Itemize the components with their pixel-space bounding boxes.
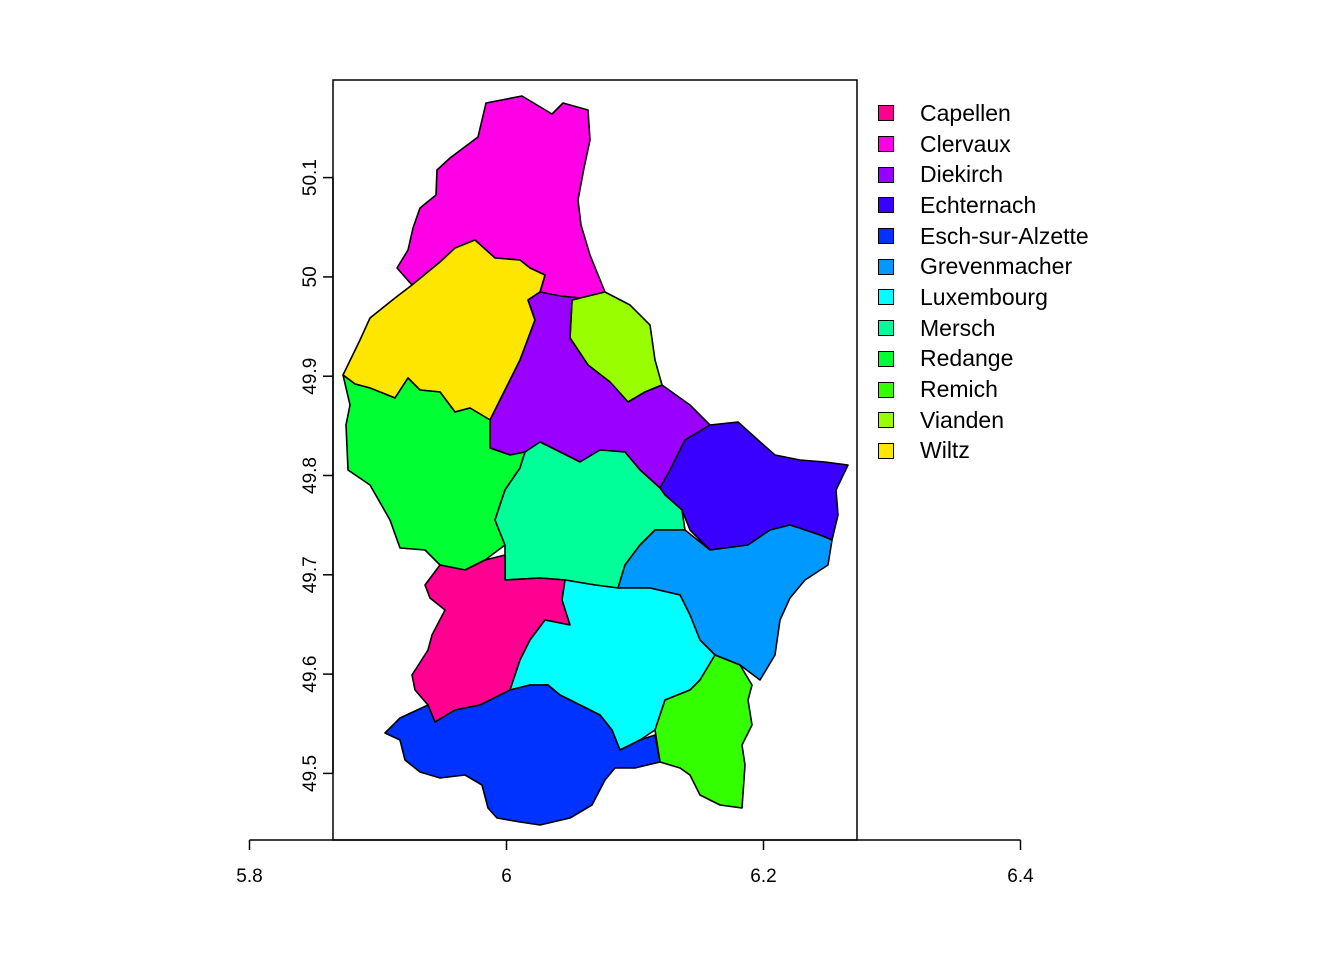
- legend-label: Redange: [920, 345, 1014, 372]
- region-esch[interactable]: [384, 684, 661, 826]
- legend: Capellen Clervaux Diekirch Echternach Esch-s…: [878, 98, 1178, 466]
- legend-label: Clervaux: [920, 130, 1011, 157]
- legend-label: Grevenmacher: [920, 253, 1073, 280]
- legend-swatch: [878, 350, 894, 367]
- y-tick-label: 49.9: [300, 358, 321, 395]
- legend-swatch: [878, 228, 894, 245]
- legend-swatch: [878, 289, 894, 306]
- x-tick-label: 5.8: [236, 866, 262, 887]
- x-axis: 5.8 6 6.2 6.4: [236, 839, 1034, 887]
- legend-item: Clervaux: [878, 129, 1178, 160]
- x-tick-label: 6.4: [1007, 866, 1034, 887]
- regions: [342, 95, 849, 826]
- legend-swatch: [878, 197, 894, 214]
- legend-item: Echternach: [878, 190, 1178, 221]
- x-tick-label: 6: [501, 866, 512, 887]
- y-tick-label: 49.5: [300, 755, 321, 792]
- legend-item: Remich: [878, 374, 1178, 405]
- legend-swatch: [878, 105, 894, 122]
- legend-item: Esch-sur-Alzette: [878, 221, 1178, 252]
- legend-label: Capellen: [920, 99, 1011, 126]
- legend-label: Diekirch: [920, 161, 1004, 188]
- legend-swatch: [878, 412, 894, 429]
- legend-label: Remich: [920, 376, 998, 403]
- y-axis: 49.5 49.6 49.7 49.8 49.9 50 50.1: [300, 159, 334, 792]
- legend-swatch: [878, 381, 894, 398]
- legend-item: Redange: [878, 344, 1178, 375]
- legend-swatch: [878, 320, 894, 337]
- legend-item: Wiltz: [878, 436, 1178, 467]
- legend-item: Vianden: [878, 405, 1178, 436]
- legend-label: Echternach: [920, 191, 1037, 218]
- y-tick-label: 50: [300, 266, 321, 287]
- legend-item: Luxembourg: [878, 282, 1178, 313]
- region-echternach[interactable]: [659, 421, 849, 551]
- x-tick-label: 6.2: [750, 866, 776, 887]
- legend-item: Grevenmacher: [878, 251, 1178, 282]
- legend-label: Luxembourg: [920, 283, 1048, 310]
- legend-label: Esch-sur-Alzette: [920, 222, 1089, 249]
- legend-label: Wiltz: [920, 437, 970, 464]
- legend-swatch: [878, 258, 894, 275]
- legend-item: Mersch: [878, 313, 1178, 344]
- y-tick-label: 49.6: [300, 656, 321, 693]
- legend-swatch: [878, 166, 894, 183]
- y-tick-label: 50.1: [300, 159, 321, 196]
- legend-item: Diekirch: [878, 159, 1178, 190]
- legend-swatch: [878, 442, 894, 459]
- legend-item: Capellen: [878, 98, 1178, 129]
- legend-label: Vianden: [920, 406, 1004, 433]
- y-tick-label: 49.8: [300, 457, 321, 494]
- y-tick-label: 49.7: [300, 556, 321, 593]
- legend-swatch: [878, 136, 894, 153]
- legend-label: Mersch: [920, 314, 996, 341]
